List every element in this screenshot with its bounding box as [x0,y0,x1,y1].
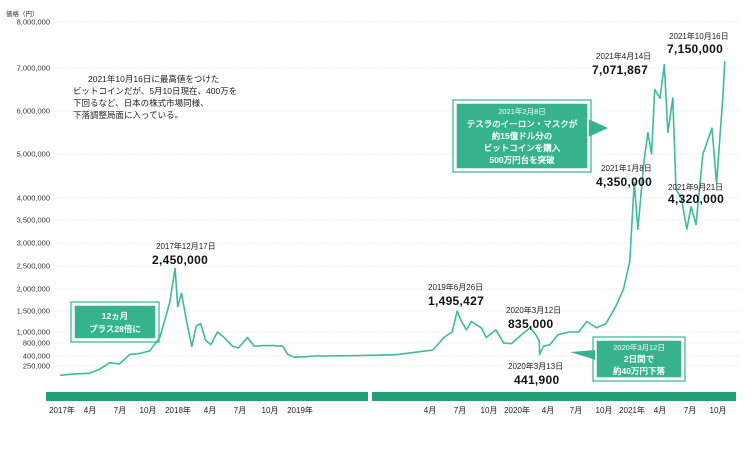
y-tick-label-6: 3,000,000 [17,239,50,248]
callout-box-tesla: 2021年2月8日 テスラのイーロン・マスクが 約15億ドル分の ビットコインを… [452,99,608,173]
y-axis-label: 価格（円） [6,9,39,18]
callout-value-2019-06-26: 1,495,427 [428,294,484,308]
box-12-months-line-2: プラス28倍に [89,324,141,334]
x-tick-label-13: 4月 [542,406,554,415]
callout-date-2019-06-26: 2019年6月26日 [428,282,483,292]
x-tick-label-2: 7月 [114,406,126,415]
x-tick-label-4: 2018年 [165,405,191,415]
x-tick-label-16: 2021年 [619,405,645,415]
callout-value-2021-01-08: 4,350,000 [596,175,652,189]
box-tesla-line-4: 500万円台を突破 [489,155,555,165]
callout-box-12-months: 12ヵ月 プラス28倍に [70,301,160,343]
box-tesla-line-2: 約15億ドル分の [492,131,552,141]
box-drop-title: 2020年3月12日 [613,342,665,352]
callout-value-2017-12-17: 2,450,000 [152,253,208,267]
x-tick-label-14: 7月 [570,406,582,415]
price-line [59,61,726,377]
callout-date-2021-10-16: 2021年10月16日 [669,31,729,41]
y-tick-label-8: 2,000,000 [17,285,50,294]
x-tick-label-3: 10月 [140,406,157,415]
note-line-1: 2021年10月16日に最高値をつけた [88,74,219,84]
x-tick-label-6: 7月 [234,406,246,415]
x-tick-label-17: 4月 [654,406,666,415]
box-tesla-title: 2021年2月8日 [498,106,546,116]
x-axis-ticks: 2017年 4月 7月 10月 2018年 4月 7月 10月 2019年 4月 7月 10月 2020… [49,405,726,415]
y-tick-label-13: 250,000 [23,362,50,371]
x-tick-label-10: 7月 [454,406,466,415]
callout-value-2021-10-16: 7,150,000 [667,42,723,56]
callout-date-2020-03-12: 2020年3月12日 [506,305,561,315]
box-tesla-line-3: ビットコインを購入 [484,143,561,153]
y-tick-label-7: 2,500,000 [17,262,50,271]
x-axis-bar [46,392,736,401]
x-tick-label-12: 2020年 [504,405,530,415]
box-drop-line-1: 2日間で [624,354,655,364]
y-tick-label-9: 1,500,000 [17,307,50,316]
y-tick-label-5: 3,500,000 [17,216,50,225]
axis-break [368,390,372,403]
x-tick-label-7: 10月 [262,406,279,415]
y-axis-ticks: 8,000,000 7,000,000 6,000,000 5,000,000 4,00… [17,18,50,371]
note-line-4: 下落調整局面に入っている。 [73,110,183,120]
y-tick-label-0: 8,000,000 [17,18,50,27]
y-tick-label-11: 800,000 [23,339,50,348]
y-tick-label-3: 5,000,000 [17,150,50,159]
x-tick-label-0: 2017年 [49,405,75,415]
x-tick-label-19: 10月 [710,406,727,415]
callout-date-2021-01-08: 2021年1月8日 [601,163,652,173]
x-tick-label-18: 7月 [684,406,696,415]
y-tick-label-4: 4,000,000 [17,194,50,203]
callout-date-2017-12-17: 2017年12月17日 [156,241,216,251]
box-12-months-line-1: 12ヵ月 [102,311,128,321]
callout-value-2021-09-21: 4,320,000 [668,192,724,206]
callout-value-2020-03-12: 835,000 [508,317,554,331]
y-tick-label-2: 6,000,000 [17,107,50,116]
note-line-3: 下回るなど、日本の株式市場同様、 [73,98,209,108]
callout-date-2021-04-14: 2021年4月14日 [596,51,651,61]
note-line-2: ビットコインだが、5月10日現在、400万を [73,86,237,96]
x-tick-label-5: 4月 [204,406,216,415]
gridlines [54,21,740,367]
x-tick-label-1: 4月 [84,406,96,415]
callout-box-2020-drop: 2020年3月12日 2日間で 約40万円下落 [570,336,686,382]
box-tesla-line-1: テスラのイーロン・マスクが [467,119,578,129]
callout-value-2021-04-14: 7,071,867 [592,63,648,77]
y-tick-label-1: 7,000,000 [17,64,50,73]
callout-date-2021-09-21: 2021年9月21日 [668,182,723,192]
callout-value-2020-03-13: 441,900 [514,373,560,387]
callout-date-2020-03-13: 2020年3月13日 [508,361,563,371]
x-tick-label-11: 10月 [481,406,498,415]
x-tick-label-8: 2019年 [287,405,313,415]
x-tick-label-15: 10月 [596,406,613,415]
y-tick-label-12: 400,000 [23,352,50,361]
y-tick-label-10: 1,000,000 [17,328,50,337]
x-tick-label-9: 4月 [424,406,436,415]
box-drop-line-2: 約40万円下落 [613,366,665,376]
